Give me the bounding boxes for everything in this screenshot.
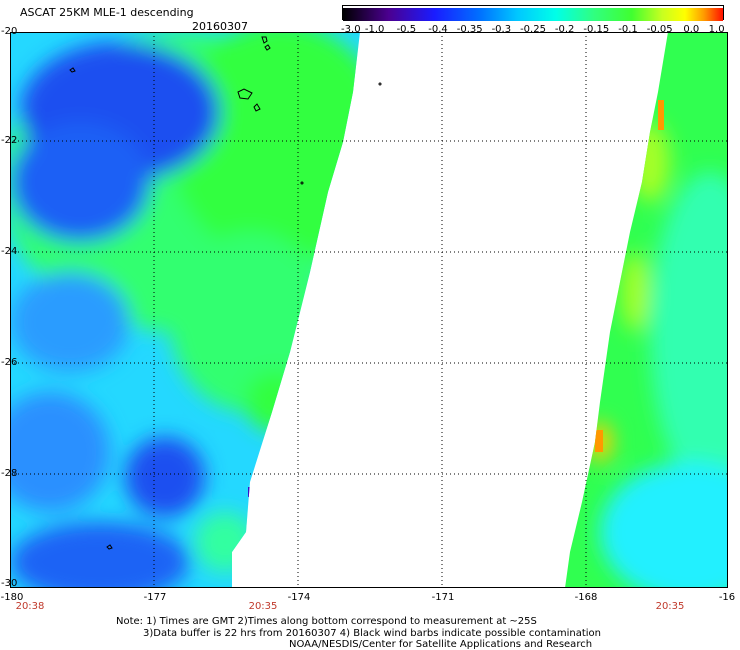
lon-label: -171	[431, 592, 455, 603]
left-swath	[10, 32, 360, 588]
lat-label: -30	[1, 578, 18, 589]
note-line-3: NOAA/NESDIS/Center for Satellite Applica…	[289, 639, 593, 650]
lon-label: -174	[287, 592, 311, 603]
colorbar-tick-label: -0.25	[520, 24, 546, 35]
colorbar-tick-label: -0.35	[456, 24, 483, 35]
lon-label: -180	[0, 592, 24, 603]
colorbar-tick-label: -0.05	[646, 24, 673, 35]
lat-label: -24	[1, 246, 18, 257]
colorbar-tick-label: -3.0	[341, 24, 361, 35]
map-date: 20160307	[192, 20, 248, 33]
note-line-1: Note: 1) Times are GMT 2)Times along bot…	[116, 616, 537, 627]
lat-label: -22	[1, 135, 18, 146]
lat-label: -26	[1, 357, 18, 368]
lat-label: -28	[1, 468, 18, 479]
colorbar-tick-label: -1.0	[364, 24, 385, 35]
lon-label: -16	[718, 592, 736, 603]
graticule	[10, 32, 728, 588]
colorbar-tick-label: -0.5	[396, 24, 417, 35]
map-frame	[10, 32, 728, 588]
colorbar-tick-label: 1.0	[708, 24, 725, 35]
colorbar	[342, 5, 724, 21]
pass-time: 20:35	[655, 601, 685, 612]
colorbar-gradient	[343, 8, 723, 21]
colorbar-tick-label: 0.0	[683, 24, 700, 35]
map-title: ASCAT 25KM MLE-1 descending	[20, 6, 194, 19]
note-line-2: 3)Data buffer is 22 hrs from 20160307 4)…	[143, 628, 601, 639]
right-swath	[565, 32, 728, 588]
lon-label: -168	[574, 592, 598, 603]
pass-time: 20:35	[248, 601, 278, 612]
colorbar-tick-label: -0.15	[583, 24, 610, 35]
lon-label: -177	[143, 592, 167, 603]
map-area	[10, 32, 728, 588]
island-outlines	[69, 36, 382, 550]
colorbar-tick-label: -0.1	[618, 24, 638, 35]
colorbar-tick-label: -0.3	[491, 24, 512, 35]
pass-time: 20:38	[15, 601, 45, 612]
colorbar-tick-label: -0.2	[554, 24, 575, 35]
scatterometer-map	[10, 32, 728, 588]
lat-label: -20	[1, 26, 18, 37]
colorbar-tick-label: -0.4	[428, 24, 448, 35]
